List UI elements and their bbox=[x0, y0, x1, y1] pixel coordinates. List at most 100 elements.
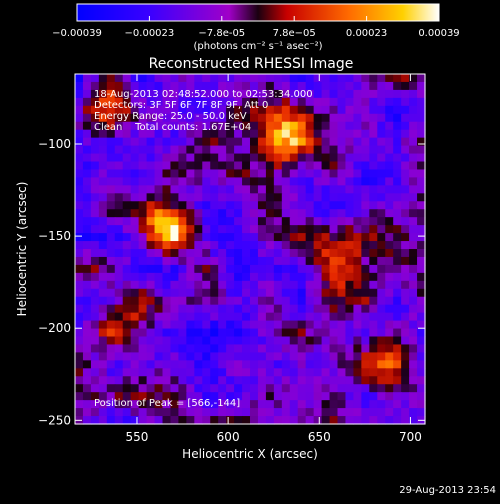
heatmap-cell bbox=[114, 408, 124, 417]
heatmap-cell bbox=[401, 105, 410, 115]
heatmap-cell bbox=[75, 312, 84, 322]
heatmap-cell bbox=[154, 201, 164, 210]
heatmap-cell bbox=[385, 288, 394, 298]
heatmap-cell bbox=[202, 233, 211, 242]
heatmap-cell bbox=[98, 272, 108, 282]
heatmap-cell bbox=[226, 129, 235, 139]
heatmap-cell bbox=[194, 392, 203, 401]
heatmap-cell bbox=[186, 201, 195, 210]
heatmap-cell bbox=[313, 408, 323, 417]
heatmap-cell bbox=[265, 145, 275, 155]
heatmap-cell bbox=[297, 185, 307, 194]
heatmap-cell bbox=[417, 328, 426, 338]
heatmap-cell bbox=[321, 400, 331, 409]
heatmap-cell bbox=[393, 153, 402, 163]
heatmap-cell bbox=[385, 81, 394, 91]
heatmap-cell bbox=[265, 416, 275, 425]
heatmap-cell bbox=[361, 185, 370, 194]
heatmap-cell bbox=[273, 217, 283, 226]
heatmap-cell bbox=[202, 400, 211, 409]
heatmap-cell bbox=[138, 408, 148, 417]
heatmap-cell bbox=[361, 408, 370, 417]
colorbar-tick-label: 0.00023 bbox=[346, 28, 387, 39]
heatmap-cell bbox=[273, 153, 283, 163]
heatmap-cell bbox=[417, 392, 426, 401]
heatmap-cell bbox=[130, 145, 140, 155]
heatmap-cell bbox=[345, 97, 354, 107]
heatmap-cell bbox=[242, 416, 251, 425]
heatmap-cell bbox=[273, 272, 283, 282]
annotation-detectors: Detectors: 3F 5F 6F 7F 8F 9F, Att 0 bbox=[94, 100, 268, 111]
heatmap-cell bbox=[194, 225, 203, 234]
heatmap-cell bbox=[218, 241, 227, 250]
heatmap-cell bbox=[82, 145, 92, 155]
heatmap-cell bbox=[146, 97, 156, 107]
heatmap-cell bbox=[138, 161, 148, 171]
heatmap-cell bbox=[297, 280, 307, 290]
heatmap-cell bbox=[170, 241, 179, 250]
heatmap-cell bbox=[401, 209, 410, 218]
heatmap-cell bbox=[210, 336, 219, 346]
heatmap-cell bbox=[106, 280, 116, 290]
heatmap-cell bbox=[409, 408, 418, 417]
heatmap-cell bbox=[146, 81, 156, 91]
heatmap-cell bbox=[162, 137, 172, 147]
heatmap-cell bbox=[162, 169, 172, 178]
heatmap-cell bbox=[218, 225, 227, 234]
heatmap-cell bbox=[242, 113, 251, 123]
heatmap-cell bbox=[321, 416, 331, 425]
heatmap-cell bbox=[369, 264, 378, 274]
heatmap-cell bbox=[361, 233, 370, 242]
heatmap-cell bbox=[305, 161, 315, 171]
heatmap-image bbox=[75, 74, 426, 425]
heatmap-cell bbox=[98, 392, 108, 401]
heatmap-cell bbox=[409, 328, 418, 338]
heatmap-cell bbox=[122, 153, 132, 163]
heatmap-cell bbox=[170, 97, 179, 107]
heatmap-cell bbox=[242, 89, 251, 99]
heatmap-cell bbox=[226, 161, 235, 171]
heatmap-cell bbox=[305, 249, 315, 258]
heatmap-cell bbox=[186, 74, 195, 83]
heatmap-cell bbox=[218, 233, 227, 242]
heatmap-cell bbox=[122, 137, 132, 147]
heatmap-cell bbox=[273, 185, 283, 194]
heatmap-cell bbox=[409, 89, 418, 99]
heatmap-cell bbox=[114, 225, 124, 234]
heatmap-cell bbox=[146, 225, 156, 234]
heatmap-cell bbox=[417, 249, 426, 258]
heatmap-cell bbox=[393, 312, 402, 322]
heatmap-cell bbox=[170, 264, 179, 274]
heatmap-cell bbox=[250, 416, 259, 425]
heatmap-cell bbox=[305, 288, 315, 298]
heatmap-cell bbox=[90, 74, 100, 83]
colorbar-tick-label: −0.00023 bbox=[125, 28, 175, 39]
heatmap-cell bbox=[154, 153, 164, 163]
heatmap-cell bbox=[122, 193, 132, 202]
heatmap-cell bbox=[194, 320, 203, 330]
heatmap-cell bbox=[242, 129, 251, 139]
heatmap-cell bbox=[202, 384, 211, 393]
heatmap-cell bbox=[75, 233, 84, 242]
heatmap-cell bbox=[170, 352, 179, 361]
heatmap-cell bbox=[377, 336, 386, 346]
heatmap-cell bbox=[321, 137, 331, 147]
heatmap-cell bbox=[82, 225, 92, 234]
heatmap-cell bbox=[98, 256, 108, 266]
heatmap-cell bbox=[329, 241, 339, 250]
heatmap-cell bbox=[146, 288, 156, 298]
heatmap-cell bbox=[250, 129, 259, 139]
heatmap-cell bbox=[361, 296, 370, 306]
heatmap-cell bbox=[234, 280, 243, 290]
heatmap-cell bbox=[162, 233, 172, 242]
heatmap-cell bbox=[393, 352, 402, 361]
heatmap-cell bbox=[138, 264, 148, 274]
heatmap-cell bbox=[321, 288, 331, 298]
heatmap-cell bbox=[210, 264, 219, 274]
heatmap-cell bbox=[305, 105, 315, 115]
heatmap-cell bbox=[385, 368, 394, 377]
heatmap-cell bbox=[75, 113, 84, 123]
heatmap-cell bbox=[273, 416, 283, 425]
heatmap-cell bbox=[130, 264, 140, 274]
heatmap-cell bbox=[353, 169, 362, 178]
